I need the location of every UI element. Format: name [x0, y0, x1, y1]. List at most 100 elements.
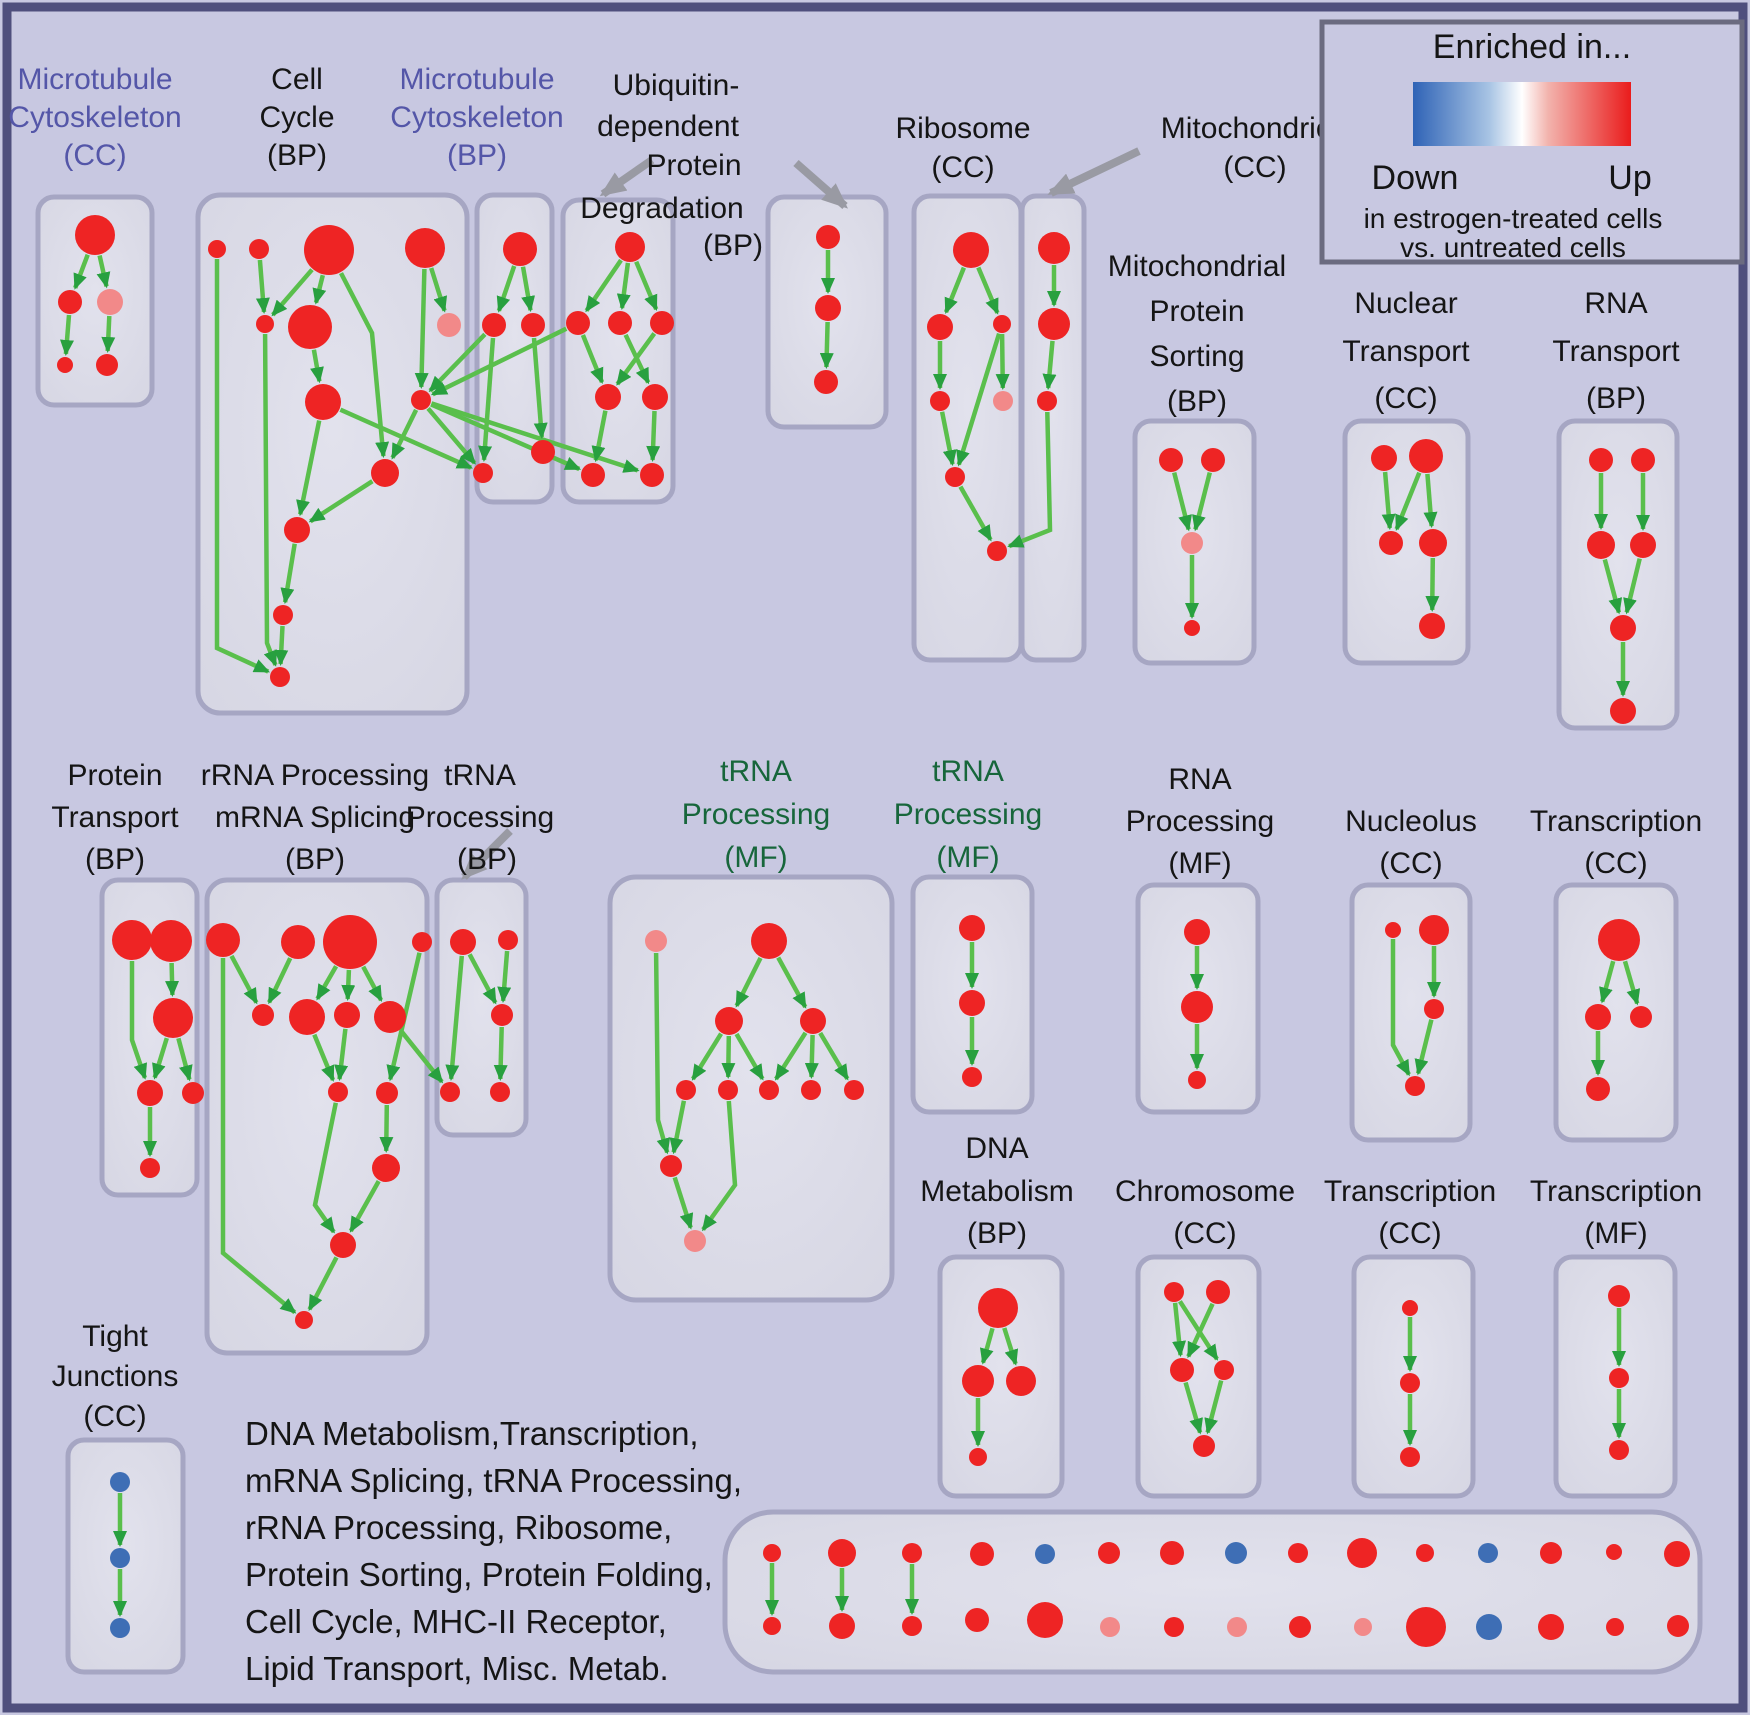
- edge-arrow: [1192, 472, 1212, 532]
- go-term-node-red: [1664, 1541, 1690, 1567]
- go-term-node-blue: [1476, 1614, 1502, 1640]
- go-term-node-blue: [110, 1472, 130, 1492]
- edge-arrow: [976, 266, 1000, 315]
- cluster-boxes-layer: [35, 192, 1703, 1675]
- go-term-node-red: [959, 990, 985, 1016]
- go-term-node-red: [1006, 1366, 1036, 1396]
- cluster-label: (MF): [1168, 847, 1231, 880]
- cluster-box-nuclear-transport-cc: [1342, 418, 1471, 666]
- go-term-node-red: [1188, 1071, 1206, 1089]
- summary-text-line: Lipid Transport, Misc. Metab.: [245, 1650, 669, 1687]
- cluster-label: (CC): [1379, 847, 1442, 880]
- edge-arrow: [1394, 471, 1422, 531]
- go-term-node-red: [615, 232, 645, 262]
- go-term-node-blue: [1035, 1544, 1055, 1564]
- cluster-label: Ribosome: [895, 112, 1030, 145]
- cluster-label: (BP): [447, 139, 507, 172]
- legend-subtitle-1: in estrogen-treated cells: [1364, 203, 1663, 234]
- go-term-node-red: [498, 930, 518, 950]
- go-term-node-red: [763, 1617, 781, 1635]
- cluster-label: Cytoskeleton: [8, 101, 181, 134]
- edge-arrow: [271, 268, 314, 317]
- go-term-node-red: [482, 313, 506, 337]
- edge-arrow: [129, 961, 148, 1080]
- edge-arrow: [995, 333, 1010, 390]
- cluster-label: (BP): [267, 139, 327, 172]
- go-term-node-red: [281, 925, 315, 959]
- edge-arrow: [520, 266, 536, 313]
- go-term-node-blue: [1225, 1542, 1247, 1564]
- go-term-node-red: [503, 232, 537, 266]
- go-term-node-red: [1406, 1607, 1446, 1647]
- edge-arrow: [623, 333, 651, 385]
- cluster-label: Nucleolus: [1345, 805, 1477, 838]
- go-term-node-red: [1201, 448, 1225, 472]
- go-term-node-red: [273, 605, 293, 625]
- go-term-node-red: [676, 1080, 696, 1100]
- cluster-label: (CC): [1584, 847, 1647, 880]
- edge-arrow: [1172, 472, 1192, 532]
- edge-arrow: [214, 259, 271, 674]
- edge-arrow: [312, 1033, 336, 1082]
- cluster-label: (CC): [1378, 1217, 1441, 1250]
- edge-arrow: [1622, 960, 1641, 1006]
- go-term-node-red: [1164, 1282, 1184, 1302]
- cluster-box-transcription-cc-mid: [1553, 882, 1679, 1143]
- go-term-node-red: [249, 239, 269, 259]
- cluster-label: (BP): [285, 843, 345, 876]
- cluster-label: (MF): [724, 841, 787, 874]
- edge-arrow: [315, 965, 339, 1001]
- go-term-node-red: [57, 357, 73, 373]
- go-term-node-red: [718, 1080, 738, 1100]
- cluster-label: (BP): [967, 1217, 1027, 1250]
- summary-text-line: mRNA Splicing, tRNA Processing,: [245, 1462, 742, 1499]
- go-term-node-red: [304, 225, 354, 275]
- legend-up-label: Up: [1608, 159, 1651, 197]
- edge-arrow: [361, 965, 384, 1002]
- go-term-node-red: [1606, 1618, 1624, 1636]
- edge-arrow: [398, 1028, 444, 1084]
- cluster-label: (BP): [457, 843, 517, 876]
- edge-arrow: [1002, 1327, 1019, 1366]
- cluster-label: DNA: [965, 1132, 1028, 1165]
- legend: Enriched in... Down Up in estrogen-treat…: [1319, 19, 1745, 265]
- go-term-node-red: [814, 370, 838, 394]
- go-term-node-red: [608, 311, 632, 335]
- edge-arrow: [669, 1100, 687, 1155]
- summary-text-block: DNA Metabolism,Transcription, mRNA Splici…: [245, 1415, 742, 1687]
- edge-arrow: [1186, 1302, 1215, 1359]
- edge-arrow: [734, 1032, 765, 1081]
- go-term-node-pink: [993, 391, 1013, 411]
- edge-arrow: [1414, 1019, 1434, 1076]
- go-term-node-red: [1347, 1538, 1377, 1568]
- summary-text-line: DNA Metabolism,Transcription,: [245, 1415, 699, 1452]
- go-term-node-red: [1405, 1076, 1425, 1096]
- edge-arrow: [307, 1256, 339, 1312]
- cluster-label: Transcription: [1530, 1175, 1702, 1208]
- go-term-node-red: [1206, 1280, 1230, 1304]
- go-term-node-pink: [1227, 1617, 1247, 1637]
- go-term-node-red: [1609, 1368, 1629, 1388]
- edge-arrow: [804, 1034, 819, 1079]
- cluster-box-chromosome-cc: [1135, 1254, 1262, 1499]
- go-term-node-red: [137, 1080, 163, 1106]
- edge-arrow: [426, 406, 477, 465]
- go-term-node-red: [969, 1448, 987, 1466]
- cluster-label: Transcription: [1324, 1175, 1496, 1208]
- cluster-label: Transport: [1552, 335, 1680, 368]
- cluster-label: Ubiquitin-: [613, 69, 740, 102]
- go-term-node-red: [759, 1080, 779, 1100]
- go-term-node-red: [376, 1082, 398, 1104]
- go-term-node-red: [288, 305, 332, 349]
- go-term-node-red: [1371, 445, 1397, 471]
- edge-arrow: [348, 1180, 381, 1233]
- edge-arrow: [1381, 471, 1396, 531]
- edge-arrow: [428, 332, 487, 393]
- cluster-label: Mitochondrial: [1108, 250, 1286, 283]
- edge-arrow: [339, 272, 390, 459]
- go-term-node-red: [715, 1007, 743, 1035]
- go-term-node-red: [323, 915, 377, 969]
- go-term-node-blue: [1478, 1543, 1498, 1563]
- go-term-node-red: [965, 1608, 989, 1632]
